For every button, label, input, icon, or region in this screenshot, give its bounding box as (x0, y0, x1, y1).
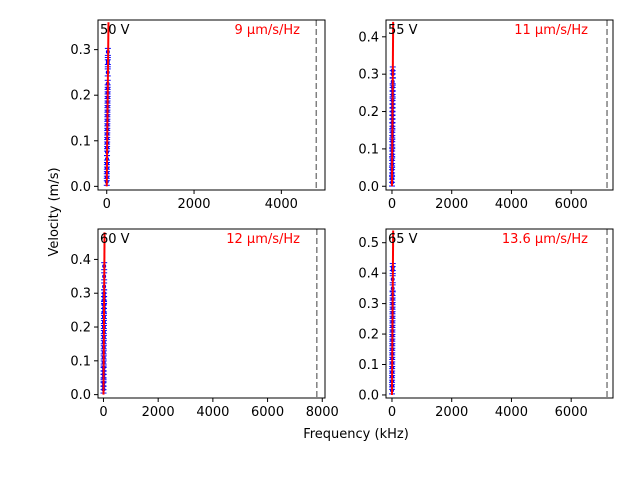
y-tick-label: 0.3 (70, 287, 91, 302)
plot-area (389, 229, 608, 398)
x-tick-label: 6000 (251, 405, 284, 420)
voltage-label: 60 V (100, 232, 130, 247)
panel-2: 0 2000 4000 6000 0.0 0.1 0.2 0.3 0.4 55 V 11 µm/s/… (358, 19, 614, 212)
x-tick-label: 4000 (196, 405, 229, 420)
x-tick-label: 4000 (495, 197, 528, 212)
fit-line (105, 22, 110, 187)
slope-label: 9 µm/s/Hz (235, 23, 301, 38)
y-tick-label: 0.0 (358, 388, 379, 403)
fit-line (390, 230, 395, 395)
plot-area (103, 20, 318, 190)
y-tick-label: 0.1 (70, 354, 91, 369)
fit-line (102, 232, 106, 395)
y-tick-label: 0.1 (358, 358, 379, 373)
voltage-label: 55 V (388, 23, 418, 38)
plot-area (389, 20, 608, 190)
x-tick-label: 2000 (435, 197, 468, 212)
x-tick-label: 0 (99, 405, 107, 420)
slope-label: 13.6 µm/s/Hz (502, 232, 588, 247)
x-tick-label: 6000 (555, 197, 588, 212)
y-tick-label: 0.1 (70, 134, 91, 149)
y-tick-label: 0.2 (70, 321, 91, 336)
axes-frame (97, 228, 326, 399)
x-tick-label: 0 (103, 197, 111, 212)
y-tick-label: 0.0 (70, 388, 91, 403)
y-tick-label: 0.0 (70, 180, 91, 195)
x-tick-label: 2000 (435, 405, 468, 420)
y-tick-label: 0.2 (358, 105, 379, 120)
voltage-label: 65 V (388, 232, 418, 247)
y-tick-label: 0.3 (70, 43, 91, 58)
x-tick-label: 0 (388, 197, 396, 212)
axes-frame (385, 19, 614, 191)
y-tick-label: 0.1 (358, 142, 379, 157)
y-axis-title: Velocity (m/s) (47, 167, 62, 256)
panel-3: 0 2000 4000 6000 8000 0.0 0.1 0.2 0.3 0.4 60 V 12 µ… (70, 228, 339, 420)
x-tick-label: 4000 (495, 405, 528, 420)
fit-line (390, 21, 395, 187)
x-tick-label: 0 (388, 405, 396, 420)
x-tick-label: 8000 (306, 405, 339, 420)
x-tick-label: 4000 (265, 197, 298, 212)
subplot-grid: 0 2000 4000 0.0 0.1 0.2 0.3 50 V 9 µm/s/Hz 0 2000 4… (70, 19, 614, 420)
axes-frame (385, 228, 614, 399)
axes-frame (97, 19, 326, 191)
voltage-label: 50 V (100, 23, 130, 38)
x-tick-label: 2000 (177, 197, 210, 212)
x-tick-label: 2000 (142, 405, 175, 420)
y-tick-label: 0.2 (358, 328, 379, 343)
x-axis-title: Frequency (kHz) (303, 427, 409, 442)
y-tick-label: 0.0 (358, 180, 379, 195)
y-tick-label: 0.4 (358, 30, 379, 45)
y-tick-label: 0.4 (358, 267, 379, 282)
y-tick-label: 0.4 (70, 253, 91, 268)
panel-4: 0 2000 4000 6000 0.0 0.1 0.2 0.3 0.4 0.5 65 V 13.6 … (358, 228, 614, 420)
y-tick-label: 0.5 (358, 236, 379, 251)
y-tick-label: 0.3 (358, 297, 379, 312)
slope-label: 11 µm/s/Hz (514, 23, 588, 38)
x-tick-label: 6000 (555, 405, 588, 420)
slope-label: 12 µm/s/Hz (226, 232, 300, 247)
panel-1: 0 2000 4000 0.0 0.1 0.2 0.3 50 V 9 µm/s/Hz (70, 19, 326, 212)
plot-area (100, 229, 318, 398)
y-tick-label: 0.2 (70, 89, 91, 104)
y-tick-label: 0.3 (358, 68, 379, 83)
